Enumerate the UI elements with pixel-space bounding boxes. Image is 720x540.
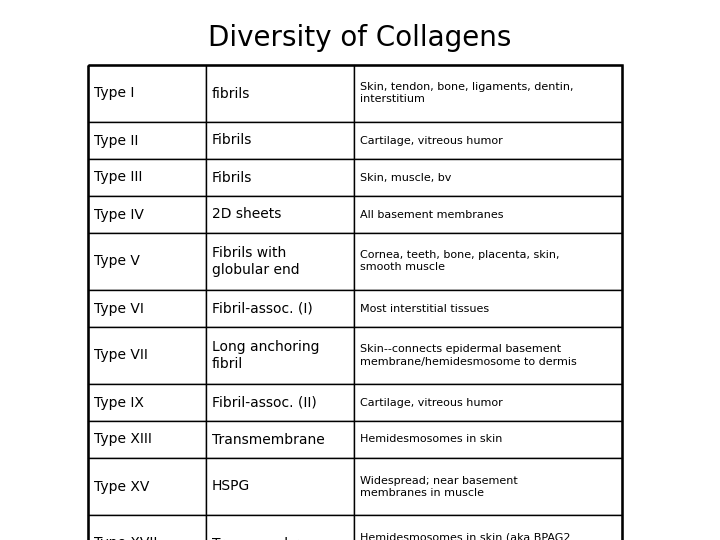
Text: Cornea, teeth, bone, placenta, skin,
smooth muscle: Cornea, teeth, bone, placenta, skin, smo… [360, 251, 559, 273]
Text: Transmembrane: Transmembrane [212, 433, 325, 447]
Text: Type XVII: Type XVII [94, 537, 158, 540]
Bar [206, 515, 354, 540]
Text: Diversity of Collagens: Diversity of Collagens [208, 24, 512, 52]
Text: Most interstitial tissues: Most interstitial tissues [360, 303, 489, 314]
Bar [206, 159, 354, 196]
Bar [206, 65, 354, 122]
Text: Type XIII: Type XIII [94, 433, 152, 447]
Bar [88, 122, 206, 159]
Text: Type V: Type V [94, 254, 140, 268]
Bar [206, 421, 354, 458]
Text: Type IV: Type IV [94, 207, 144, 221]
Text: Hemidesmosomes in skin: Hemidesmosomes in skin [360, 435, 503, 444]
Text: Long anchoring
fibril: Long anchoring fibril [212, 340, 320, 371]
Bar [88, 327, 206, 384]
Bar [206, 196, 354, 233]
Bar [354, 421, 622, 458]
Text: Type IX: Type IX [94, 395, 144, 409]
Text: Type II: Type II [94, 133, 138, 147]
Bar [354, 159, 622, 196]
Bar [88, 515, 206, 540]
Bar [88, 421, 206, 458]
Bar [88, 159, 206, 196]
Text: Type I: Type I [94, 86, 135, 100]
Text: HSPG: HSPG [212, 480, 251, 494]
Bar [88, 196, 206, 233]
Bar [354, 65, 622, 122]
Text: fibrils: fibrils [212, 86, 251, 100]
Text: Skin, muscle, bv: Skin, muscle, bv [360, 172, 451, 183]
Bar [88, 233, 206, 290]
Bar [206, 122, 354, 159]
Text: Type XV: Type XV [94, 480, 149, 494]
Text: Skin, tendon, bone, ligaments, dentin,
interstitium: Skin, tendon, bone, ligaments, dentin, i… [360, 83, 574, 105]
Text: Type III: Type III [94, 171, 143, 185]
Text: Type VII: Type VII [94, 348, 148, 362]
Bar [206, 384, 354, 421]
Bar [206, 327, 354, 384]
Bar [354, 196, 622, 233]
Bar [88, 458, 206, 515]
Text: Fibril-assoc. (I): Fibril-assoc. (I) [212, 301, 312, 315]
Bar [354, 122, 622, 159]
Bar [88, 384, 206, 421]
Bar [354, 233, 622, 290]
Bar [206, 458, 354, 515]
Bar [206, 233, 354, 290]
Text: Widespread; near basement
membranes in muscle: Widespread; near basement membranes in m… [360, 476, 518, 497]
Text: Type VI: Type VI [94, 301, 144, 315]
Bar [88, 290, 206, 327]
Bar [88, 65, 622, 540]
Text: Fibrils: Fibrils [212, 133, 253, 147]
Text: All basement membranes: All basement membranes [360, 210, 503, 219]
Text: Fibrils: Fibrils [212, 171, 253, 185]
Text: Fibrils with
globular end: Fibrils with globular end [212, 246, 300, 277]
Text: Cartilage, vitreous humor: Cartilage, vitreous humor [360, 136, 503, 145]
Text: Cartilage, vitreous humor: Cartilage, vitreous humor [360, 397, 503, 408]
Bar [354, 327, 622, 384]
Text: Hemidesmosomes in skin (aka BPAG2
or BP180): Hemidesmosomes in skin (aka BPAG2 or BP1… [360, 532, 570, 540]
Bar [354, 384, 622, 421]
Bar [206, 290, 354, 327]
Text: Fibril-assoc. (II): Fibril-assoc. (II) [212, 395, 317, 409]
Bar [88, 65, 206, 122]
Bar [354, 458, 622, 515]
Bar [354, 290, 622, 327]
Text: 2D sheets: 2D sheets [212, 207, 282, 221]
Bar [354, 515, 622, 540]
Text: Transmembrane: Transmembrane [212, 537, 325, 540]
Text: Skin--connects epidermal basement
membrane/hemidesmosome to dermis: Skin--connects epidermal basement membra… [360, 345, 577, 367]
